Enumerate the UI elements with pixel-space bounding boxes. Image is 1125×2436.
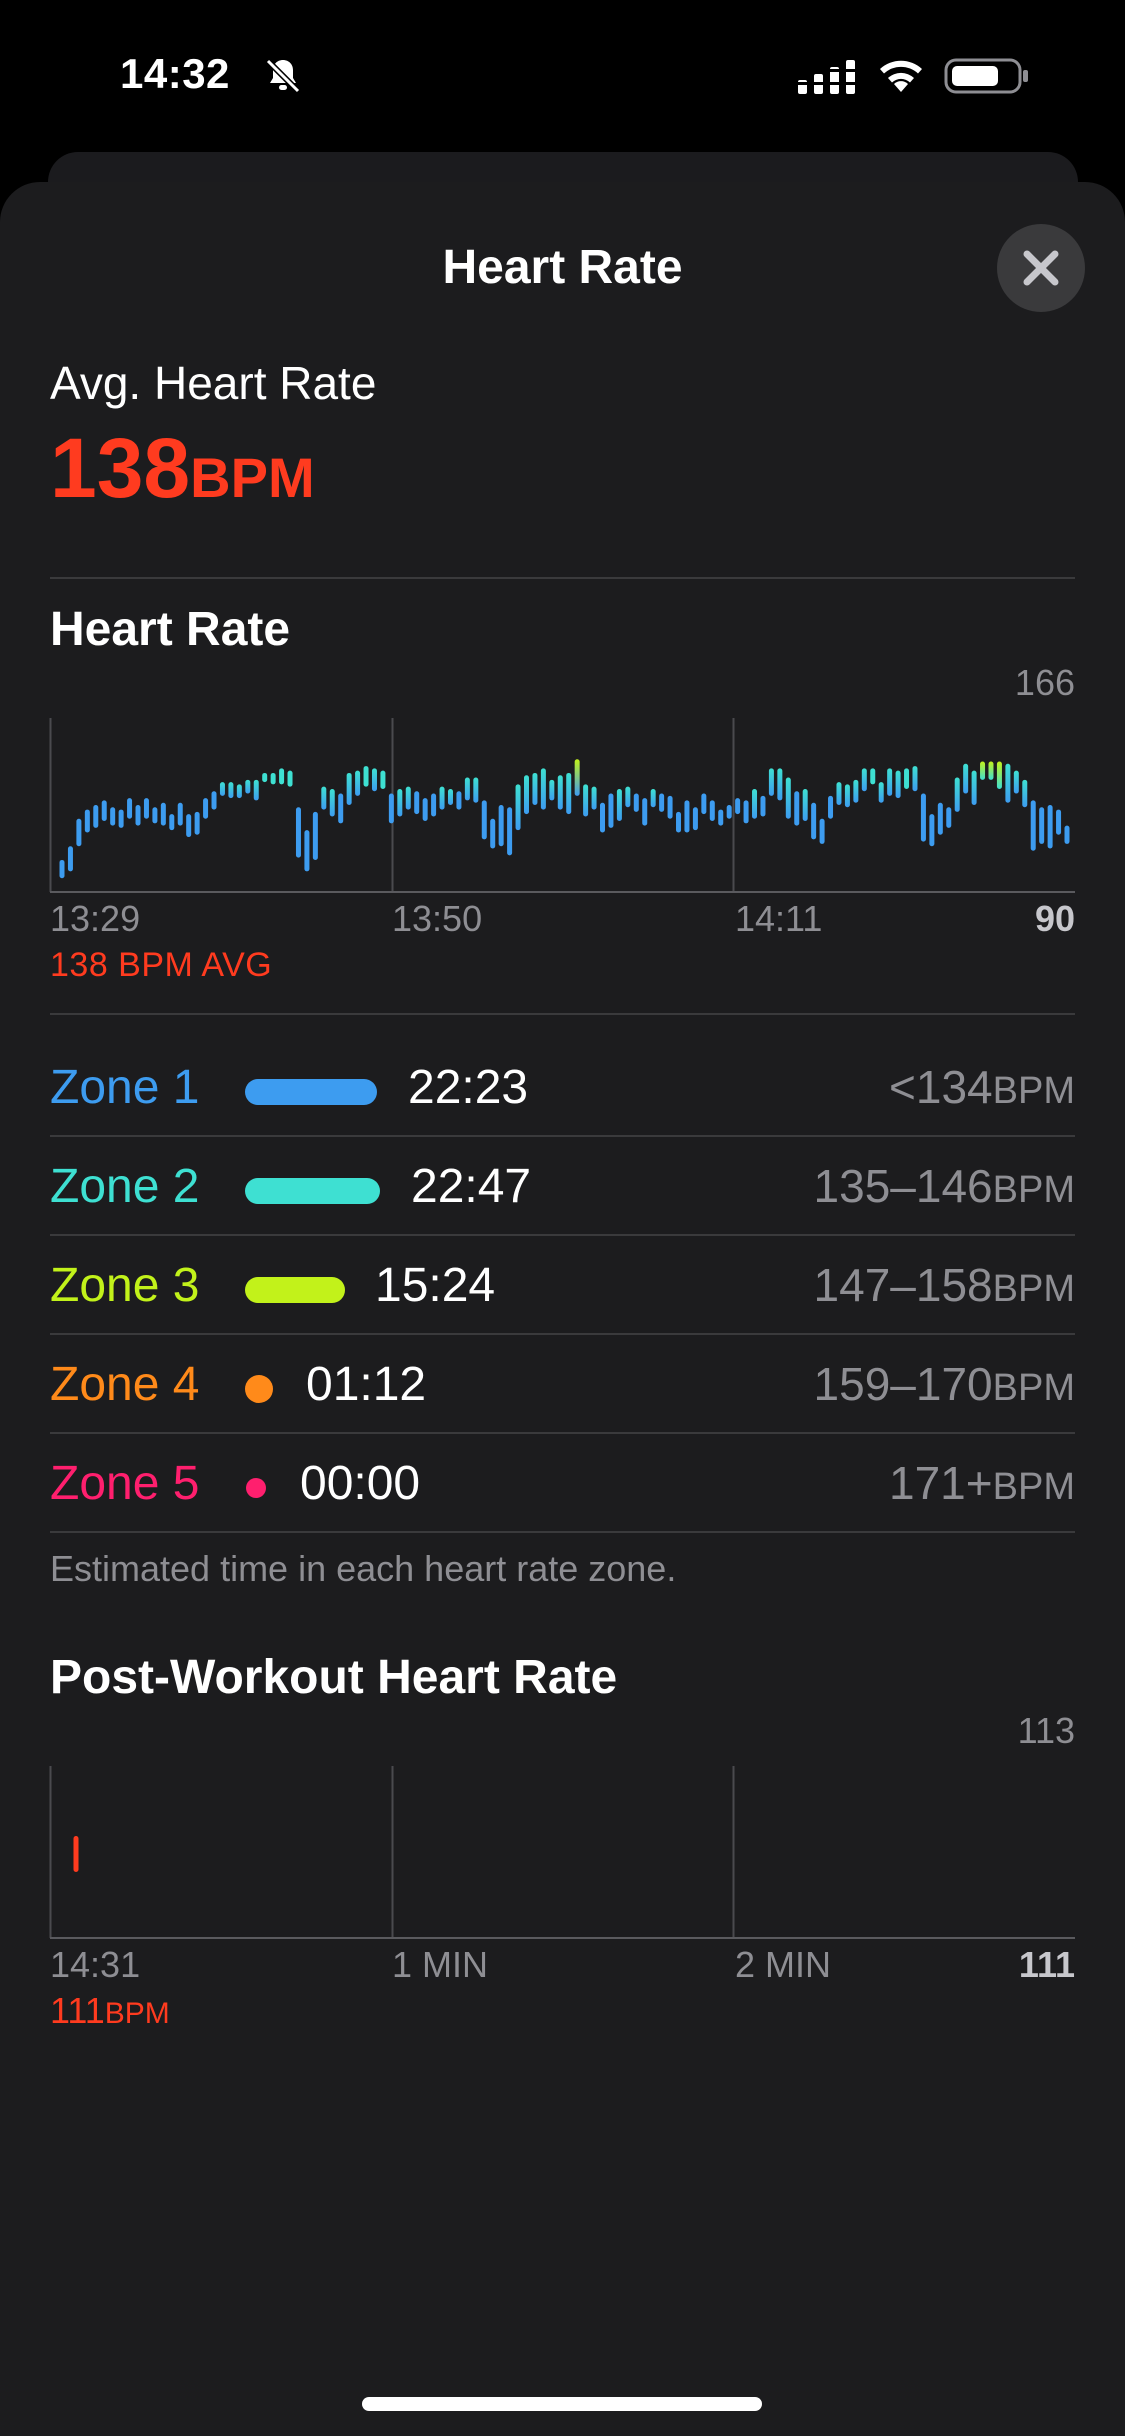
zones-note: Estimated time in each heart rate zone. bbox=[50, 1548, 677, 1589]
post-caption-unit: BPM bbox=[104, 1997, 170, 2030]
bell-slash-icon bbox=[265, 58, 301, 94]
zone-range-value: 159–170 bbox=[813, 1358, 993, 1410]
post-chart-y-min-label: 111 bbox=[1018, 1944, 1075, 1985]
heart-rate-chart-title: Heart Rate bbox=[50, 603, 291, 656]
zone-duration-bar bbox=[245, 1079, 377, 1105]
divider bbox=[50, 1013, 1075, 1015]
cellular-signal-icon bbox=[798, 60, 855, 94]
hr-chart-y-min-label: 90 bbox=[1034, 898, 1075, 939]
zone-separator bbox=[50, 1432, 1075, 1434]
hr-chart-y-max-label: 166 bbox=[1014, 662, 1075, 703]
post-chart-x-label-1: 14:31 bbox=[50, 1944, 141, 1985]
hr-chart-x-label-2: 13:50 bbox=[392, 898, 483, 939]
zone-row-3[interactable]: Zone 3 15:24 147–158BPM bbox=[50, 1236, 1075, 1335]
zone-name: Zone 5 bbox=[50, 1457, 200, 1510]
zone-time: 15:24 bbox=[375, 1259, 496, 1312]
zone-range: <134BPM bbox=[889, 1060, 1075, 1114]
zone-duration-bar bbox=[246, 1478, 266, 1498]
zone-time: 22:23 bbox=[408, 1061, 529, 1114]
zone-name: Zone 3 bbox=[50, 1259, 200, 1312]
post-chart-x-label-3: 2 MIN bbox=[735, 1944, 832, 1985]
sheet-title: Heart Rate bbox=[442, 241, 683, 294]
home-indicator[interactable] bbox=[362, 2397, 762, 2411]
post-chart-y-max-label: 113 bbox=[1017, 1710, 1075, 1751]
zone-duration-bar bbox=[245, 1375, 273, 1403]
battery-icon bbox=[944, 58, 1028, 94]
zone-range-unit: BPM bbox=[992, 1070, 1075, 1112]
zone-separator bbox=[50, 1531, 1075, 1533]
zone-range: 159–170BPM bbox=[814, 1357, 1075, 1411]
zone-name: Zone 4 bbox=[50, 1358, 200, 1411]
zone-range-value: 135–146 bbox=[813, 1160, 993, 1212]
zone-range-unit: BPM bbox=[992, 1268, 1075, 1310]
zone-range-unit: BPM bbox=[992, 1466, 1075, 1508]
avg-heart-rate-label: Avg. Heart Rate bbox=[50, 357, 377, 409]
post-chart-x-label-2: 1 MIN bbox=[392, 1944, 489, 1985]
zone-row-2[interactable]: Zone 2 22:47 135–146BPM bbox=[50, 1137, 1075, 1236]
zone-row-4[interactable]: Zone 4 01:12 159–170BPM bbox=[50, 1335, 1075, 1434]
zone-time: 01:12 bbox=[306, 1358, 427, 1411]
zone-duration-bar bbox=[245, 1178, 380, 1204]
zone-range-unit: BPM bbox=[992, 1367, 1075, 1409]
post-caption-value: 111 bbox=[50, 1990, 105, 2031]
zone-separator bbox=[50, 1135, 1075, 1137]
zone-separator bbox=[50, 1234, 1075, 1236]
zone-duration-bar bbox=[245, 1277, 345, 1303]
zone-range: 135–146BPM bbox=[814, 1159, 1075, 1213]
divider bbox=[50, 577, 1075, 579]
avg-heart-rate-number: 138 bbox=[50, 421, 191, 515]
status-time: 14:32 bbox=[120, 50, 230, 97]
wifi-icon bbox=[880, 60, 922, 92]
status-bar: 14:32 bbox=[0, 0, 1125, 150]
zone-time: 00:00 bbox=[300, 1457, 421, 1510]
zone-range-value: 147–158 bbox=[813, 1259, 993, 1311]
zone-name: Zone 2 bbox=[50, 1160, 200, 1213]
avg-heart-rate-unit: BPM bbox=[190, 446, 315, 509]
zone-row-5[interactable]: Zone 5 00:00 171+BPM bbox=[50, 1434, 1075, 1533]
zone-range-unit: BPM bbox=[992, 1169, 1075, 1211]
hr-chart-x-label-1: 13:29 bbox=[50, 898, 141, 939]
zone-time: 22:47 bbox=[411, 1160, 532, 1213]
zone-range: 171+BPM bbox=[889, 1456, 1075, 1510]
zone-row-1[interactable]: Zone 1 22:23 <134BPM bbox=[50, 1038, 1075, 1137]
zone-range-value: <134 bbox=[889, 1061, 993, 1113]
close-icon bbox=[1023, 250, 1059, 286]
avg-heart-rate-value: 138BPM bbox=[50, 420, 315, 517]
zone-range-value: 171+ bbox=[889, 1457, 993, 1509]
post-workout-title: Post-Workout Heart Rate bbox=[50, 1651, 618, 1704]
heart-rate-sheet bbox=[0, 182, 1125, 2436]
zone-name: Zone 1 bbox=[50, 1061, 200, 1114]
close-button[interactable] bbox=[997, 224, 1085, 312]
zone-separator bbox=[50, 1333, 1075, 1335]
hr-chart-x-label-3: 14:11 bbox=[735, 898, 823, 939]
hr-avg-caption: 138 BPM AVG bbox=[50, 946, 273, 984]
post-workout-caption: 111BPM bbox=[50, 1990, 170, 2032]
zone-range: 147–158BPM bbox=[814, 1258, 1075, 1312]
